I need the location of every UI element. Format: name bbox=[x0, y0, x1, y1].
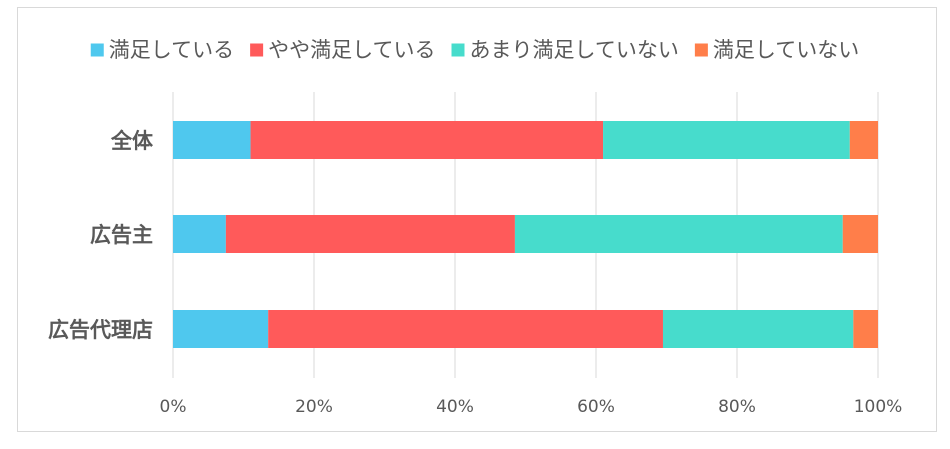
legend-item: 満足していない bbox=[694, 38, 859, 62]
bar-segment-0-0 bbox=[173, 121, 251, 159]
legend-label: やや満足している bbox=[268, 38, 435, 62]
legend-label: 満足している bbox=[109, 38, 234, 62]
bar-segment-0-3 bbox=[849, 121, 878, 159]
x-tick-label: 80% bbox=[718, 397, 756, 417]
legend-swatch bbox=[451, 43, 465, 57]
bar-segment-0-1 bbox=[250, 121, 604, 159]
legend-swatch bbox=[90, 43, 104, 57]
bar-segment-2-1 bbox=[268, 310, 663, 348]
x-tick-labels: 0% 20% 40% 60% 80% 100% bbox=[160, 397, 903, 417]
legend-item: 満足している bbox=[90, 38, 234, 62]
legend: 満足している やや満足している あまり満足していない 満足していない bbox=[90, 38, 859, 62]
legend-item: あまり満足していない bbox=[451, 38, 679, 62]
bar-segment-2-0 bbox=[173, 310, 269, 348]
bar-segment-1-0 bbox=[173, 215, 226, 253]
bar-segment-1-1 bbox=[225, 215, 515, 253]
legend-label: あまり満足していない bbox=[470, 38, 679, 62]
bar-segment-2-3 bbox=[853, 310, 878, 348]
legend-swatch bbox=[694, 43, 708, 57]
bar-segment-1-2 bbox=[514, 215, 843, 253]
x-tick-label: 20% bbox=[295, 397, 333, 417]
x-tick-label: 40% bbox=[436, 397, 474, 417]
category-label: 広告代理店 bbox=[48, 318, 153, 342]
bar-segment-0-2 bbox=[603, 121, 850, 159]
x-tick-label: 100% bbox=[854, 397, 903, 417]
bar-segment-1-3 bbox=[842, 215, 878, 253]
legend-label: 満足していない bbox=[713, 38, 859, 62]
category-label: 全体 bbox=[110, 129, 154, 153]
x-tick-label: 60% bbox=[577, 397, 615, 417]
legend-item: やや満足している bbox=[250, 38, 436, 62]
x-tick-label: 0% bbox=[160, 397, 187, 417]
legend-swatch bbox=[250, 43, 264, 57]
category-label: 広告主 bbox=[90, 223, 153, 247]
bars bbox=[173, 121, 878, 348]
bar-segment-2-2 bbox=[662, 310, 854, 348]
